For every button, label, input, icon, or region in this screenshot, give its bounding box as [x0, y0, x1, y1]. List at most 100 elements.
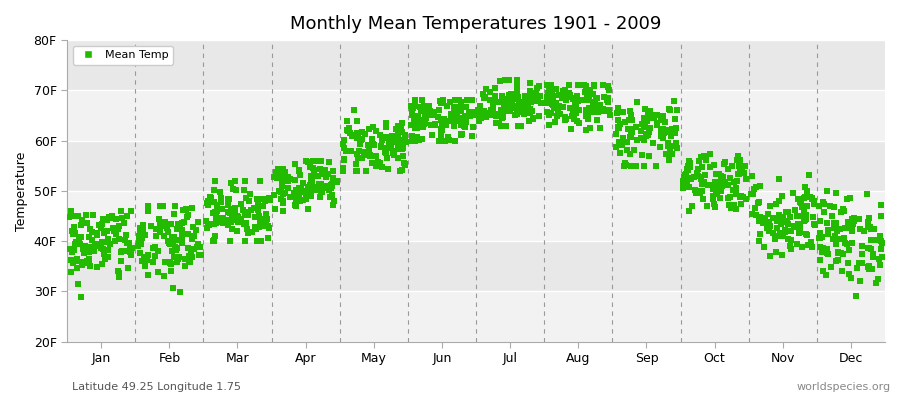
Point	[407, 118, 421, 124]
Point	[190, 244, 204, 250]
Point	[581, 104, 596, 111]
Point	[132, 240, 147, 246]
Point	[736, 194, 751, 200]
Point	[823, 203, 837, 210]
Point	[697, 153, 711, 160]
Point	[780, 218, 795, 224]
Point	[756, 220, 770, 226]
Point	[292, 167, 307, 173]
Point	[289, 196, 303, 202]
Point	[312, 194, 327, 200]
Point	[85, 229, 99, 236]
Point	[365, 124, 380, 131]
Point	[523, 88, 537, 94]
Point	[566, 96, 580, 102]
Point	[760, 224, 775, 231]
Point	[479, 86, 493, 92]
Point	[500, 102, 514, 108]
Point	[821, 227, 835, 234]
Point	[752, 238, 766, 244]
Point	[540, 90, 554, 97]
Point	[523, 80, 537, 86]
Point	[348, 168, 363, 174]
Point	[662, 140, 676, 146]
Point	[68, 240, 83, 247]
Point	[715, 178, 729, 184]
Point	[62, 214, 77, 221]
Point	[812, 203, 826, 210]
Point	[872, 256, 886, 262]
Point	[86, 248, 101, 255]
Point	[162, 238, 176, 244]
Point	[770, 233, 784, 239]
Point	[465, 97, 480, 104]
Point	[801, 242, 815, 248]
Point	[600, 98, 615, 105]
Point	[544, 101, 559, 108]
Point	[248, 224, 262, 230]
Point	[257, 198, 272, 205]
Point	[183, 259, 197, 265]
Point	[447, 123, 462, 130]
Point	[744, 190, 759, 197]
Point	[555, 88, 570, 94]
Point	[842, 225, 856, 231]
Point	[831, 249, 845, 255]
Point	[700, 203, 715, 209]
Point	[154, 203, 168, 209]
Point	[438, 122, 453, 128]
Point	[85, 237, 99, 243]
Point	[566, 116, 580, 122]
Point	[650, 112, 664, 118]
Point	[522, 118, 536, 124]
Point	[821, 251, 835, 257]
Point	[508, 112, 523, 118]
Point	[762, 253, 777, 259]
Point	[418, 105, 433, 111]
Point	[171, 221, 185, 227]
Point	[696, 196, 710, 202]
Point	[432, 106, 446, 113]
Point	[276, 174, 291, 181]
Point	[311, 187, 326, 193]
Point	[752, 218, 767, 224]
Point	[350, 168, 365, 174]
Point	[792, 213, 806, 220]
Point	[340, 127, 355, 133]
Point	[230, 228, 244, 234]
Point	[874, 246, 888, 252]
Point	[844, 274, 859, 281]
Point	[799, 212, 814, 218]
Point	[454, 130, 469, 137]
Point	[734, 200, 748, 207]
Point	[477, 94, 491, 101]
Point	[616, 162, 631, 169]
Point	[760, 219, 775, 225]
Point	[175, 220, 189, 226]
Point	[756, 215, 770, 221]
Point	[234, 200, 248, 207]
Point	[807, 222, 822, 228]
Point	[299, 191, 313, 197]
Point	[368, 163, 382, 169]
Point	[304, 178, 319, 184]
Point	[409, 112, 423, 119]
Point	[109, 225, 123, 231]
Point	[472, 108, 487, 115]
Point	[568, 98, 582, 105]
Point	[623, 150, 637, 157]
Point	[112, 223, 126, 229]
Point	[222, 238, 237, 244]
Point	[97, 250, 112, 257]
Point	[275, 178, 290, 184]
Point	[640, 118, 654, 124]
Point	[624, 133, 638, 140]
Point	[486, 99, 500, 105]
Point	[229, 186, 243, 193]
Point	[515, 99, 529, 106]
Point	[330, 178, 345, 185]
Point	[772, 212, 787, 218]
Point	[355, 155, 369, 161]
Point	[714, 184, 728, 190]
Point	[600, 97, 615, 104]
